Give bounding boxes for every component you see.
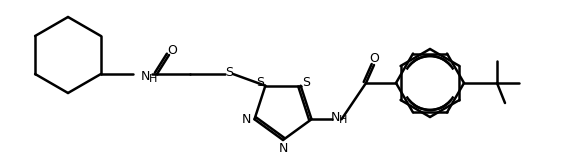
Text: N: N [242, 113, 251, 126]
Text: S: S [302, 76, 310, 89]
Text: O: O [369, 52, 379, 66]
Text: S: S [225, 66, 233, 80]
Text: N: N [331, 111, 340, 124]
Text: H: H [338, 115, 347, 125]
Text: N: N [141, 70, 151, 83]
Text: N: N [278, 142, 288, 154]
Text: S: S [256, 76, 264, 89]
Text: O: O [167, 44, 177, 56]
Text: H: H [149, 74, 157, 84]
